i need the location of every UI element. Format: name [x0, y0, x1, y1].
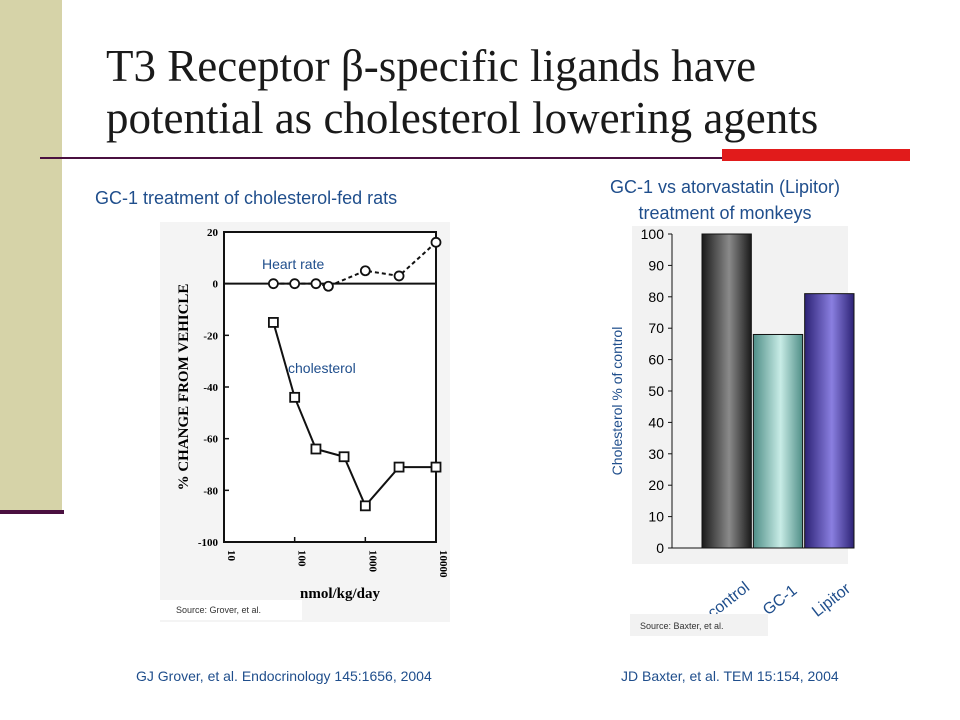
bar-y-tick-label: 40 [648, 414, 664, 430]
series-label-1: cholesterol [288, 360, 356, 376]
bar-source-box [630, 614, 768, 636]
right-chart-caption: GC-1 vs atorvastatin (Lipitor) treatment… [565, 174, 885, 226]
y-tick-label: -80 [203, 485, 218, 497]
x-tick-label: 10000 [437, 550, 449, 578]
cholesterol-point [338, 451, 350, 463]
cholesterol-point [267, 317, 279, 328]
left-chart-caption: GC-1 treatment of cholesterol-fed rats [95, 188, 398, 208]
source-box [160, 600, 302, 620]
right-caption-line-2: treatment of monkeys [638, 203, 812, 223]
cholesterol-point [289, 391, 301, 403]
bar-y-tick-label: 50 [648, 383, 664, 399]
slide-title-line-1: T3 Receptor β-specific ligands have [106, 41, 757, 91]
bar-control [701, 233, 752, 549]
line-chart-x-axis-label: nmol/kg/day [300, 586, 381, 602]
sidebar-accent-line [0, 510, 64, 514]
bar-y-tick-label: 20 [648, 477, 664, 493]
bar-category-label: Lipitor [809, 580, 854, 621]
bar-gc-1 [752, 333, 804, 549]
heart-rate-point [430, 236, 442, 248]
bar-y-tick-label: 30 [648, 446, 664, 462]
heart-rate-point [393, 270, 405, 282]
bar-y-tick-label: 0 [656, 540, 664, 556]
bar-y-tick-label: 100 [641, 226, 665, 242]
line-chart-source: Source: Grover, et al. [176, 605, 261, 615]
line-plot-frame [223, 231, 437, 543]
cholesterol-point [393, 461, 405, 473]
series-label-0: Heart rate [262, 256, 324, 272]
y-tick-label: 20 [207, 227, 219, 239]
heart-rate-point [322, 280, 334, 292]
line-chart-y-axis-label: % CHANGE FROM VEHICLE [176, 284, 192, 491]
bar-y-tick-label: 90 [648, 257, 664, 273]
heart-rate-point [310, 278, 322, 290]
citation-baxter: JD Baxter, et al. TEM 15:154, 2004 [621, 668, 839, 684]
title-rule [40, 157, 910, 159]
rat-line-chart: 20 0 -20 -40 -60 -80 -100 10 100 1000 10000 % CHANG… [160, 222, 450, 622]
heart-rate-point [267, 278, 279, 290]
bar-y-tick-label: 70 [648, 320, 664, 336]
bar-category-label: GC-1 [760, 582, 801, 619]
right-caption-line-1: GC-1 vs atorvastatin (Lipitor) [609, 177, 841, 197]
bar-y-tick-label: 80 [648, 289, 664, 305]
y-tick-label: -20 [203, 330, 218, 342]
x-tick-label: 100 [296, 550, 308, 567]
sidebar-decoration [0, 0, 62, 512]
cholesterol-point [359, 500, 371, 512]
bar-y-tick-label: 60 [648, 352, 664, 368]
bar-chart-y-axis-label: Cholesterol % of control [609, 327, 625, 476]
heart-rate-point [289, 278, 301, 290]
cholesterol-point [310, 443, 322, 455]
y-tick-label: -40 [203, 382, 218, 394]
cholesterol-point [430, 461, 442, 473]
red-accent-bar [722, 149, 910, 161]
y-tick-label: -100 [198, 537, 219, 549]
slide-title: T3 Receptor β-specific ligands have pote… [106, 40, 906, 144]
x-tick-label: 10 [225, 550, 237, 562]
heart-rate-point [359, 265, 371, 277]
y-tick-label: -60 [203, 434, 218, 446]
bar-lipitor [804, 293, 855, 549]
x-tick-label: 1000 [366, 550, 378, 573]
slide-title-line-2: potential as cholesterol lowering agents [106, 93, 819, 143]
y-tick-label: 0 [213, 279, 219, 291]
citation-grover: GJ Grover, et al. Endocrinology 145:1656… [136, 668, 432, 684]
bar-chart-source: Source: Baxter, et al. [640, 621, 724, 631]
bar-y-tick-label: 10 [648, 509, 664, 525]
